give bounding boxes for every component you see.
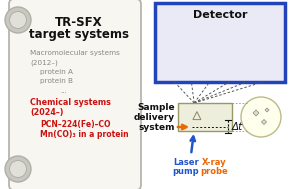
Polygon shape (261, 119, 267, 125)
FancyBboxPatch shape (9, 0, 141, 189)
Text: system: system (139, 123, 175, 132)
Circle shape (241, 97, 281, 137)
Text: PCN–224(Fe)–CO: PCN–224(Fe)–CO (40, 120, 110, 129)
Text: pump: pump (173, 167, 199, 176)
Ellipse shape (9, 160, 26, 177)
Text: Mn(CO)₃ in a protein: Mn(CO)₃ in a protein (40, 130, 129, 139)
Ellipse shape (5, 7, 31, 33)
Text: Detector: Detector (193, 10, 247, 20)
Ellipse shape (5, 156, 31, 182)
Text: Macromolecular systems: Macromolecular systems (30, 50, 120, 56)
Text: X-ray: X-ray (202, 158, 226, 167)
Text: delivery: delivery (134, 113, 175, 122)
Text: Laser: Laser (173, 158, 199, 167)
Bar (178, 103, 232, 131)
Text: protein A: protein A (40, 69, 73, 75)
Polygon shape (253, 110, 259, 116)
Text: protein B: protein B (40, 78, 73, 84)
Text: TR-SFX: TR-SFX (55, 16, 103, 29)
Text: Δt: Δt (232, 122, 243, 132)
Text: Sample: Sample (137, 103, 175, 112)
Text: (2024–): (2024–) (30, 108, 64, 117)
Polygon shape (265, 108, 269, 112)
Text: (2012–): (2012–) (30, 59, 58, 66)
Bar (155, 3, 285, 82)
Text: probe: probe (200, 167, 228, 176)
Text: target systems: target systems (29, 28, 129, 41)
Text: Chemical systems: Chemical systems (30, 98, 111, 107)
Ellipse shape (9, 12, 26, 29)
Text: ...: ... (61, 88, 67, 94)
